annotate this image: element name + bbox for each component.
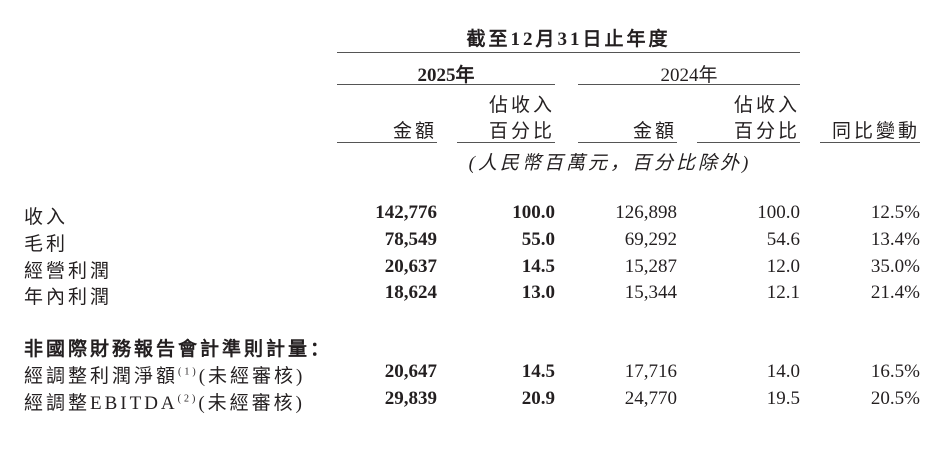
pct-2025: 14.5: [521, 361, 555, 382]
pct-2024: 12.0: [766, 256, 800, 277]
amount-2025: 78,549: [384, 229, 437, 250]
amount-2025: 20,637: [384, 256, 437, 277]
unit-note: (人民幣百萬元，百分比除外): [468, 153, 752, 174]
amount-2024: 15,344: [624, 282, 677, 303]
divider: [337, 142, 437, 143]
amount-2025: 20,647: [384, 361, 437, 382]
row-label: 經調整EBITDA(2)(未經審核): [24, 388, 305, 415]
row-label: 經營利潤: [24, 256, 112, 283]
pct-2025: 13.0: [521, 282, 555, 303]
amount-2024: 24,770: [624, 388, 677, 409]
yoy-change: 13.4%: [870, 229, 920, 250]
amount-2024: 69,292: [624, 229, 677, 250]
amount-2025: 29,839: [384, 388, 437, 409]
label-text: 經調整利潤淨額: [24, 366, 179, 387]
unaudited-note: (未經審核): [198, 366, 306, 387]
pct-2025: 55.0: [521, 229, 555, 250]
yoy-change: 35.0%: [870, 256, 920, 277]
col-pct-2025-l1: 佔收入: [488, 95, 555, 116]
yoy-change: 20.5%: [870, 388, 920, 409]
col-amount-2024: 金額: [632, 121, 677, 142]
amount-2024: 126,898: [615, 202, 677, 223]
label-text: 收入: [24, 207, 69, 228]
year-2025-header: 2025年: [417, 65, 475, 86]
label-text: 經營利潤: [24, 261, 113, 282]
label-text: 經調整EBITDA: [24, 393, 178, 414]
col-yoy: 同比變動: [831, 121, 920, 142]
divider: [578, 84, 800, 85]
unaudited-note: (未經審核): [198, 393, 305, 414]
amount-2024: 15,287: [624, 256, 677, 277]
row-label: 毛利: [24, 229, 68, 256]
yoy-change: 21.4%: [870, 282, 920, 303]
col-amount-2025: 金額: [392, 121, 437, 142]
divider: [337, 84, 555, 85]
divider: [337, 52, 800, 53]
non-ifrs-heading: 非國際財務報告會計準則計量：: [24, 339, 333, 360]
label-text: 年內利潤: [24, 287, 113, 308]
row-label: 收入: [24, 202, 68, 229]
pct-2024: 19.5: [766, 388, 800, 409]
year-2024-header: 2024年: [660, 65, 718, 86]
divider: [697, 142, 800, 143]
footnote-ref: (1): [178, 366, 199, 378]
row-label: 年內利潤: [24, 282, 112, 309]
col-pct-2024-l1: 佔收入: [733, 95, 800, 116]
yoy-change: 12.5%: [870, 202, 920, 223]
amount-2025: 18,624: [384, 282, 437, 303]
divider: [578, 142, 677, 143]
pct-2024: 12.1: [766, 282, 800, 303]
pct-2025: 20.9: [521, 388, 555, 409]
footnote-ref: (2): [177, 393, 199, 405]
period-header: 截至12月31日止年度: [466, 29, 671, 50]
pct-2024: 54.6: [766, 229, 800, 250]
amount-2025: 142,776: [375, 202, 437, 223]
pct-2024: 100.0: [757, 202, 800, 223]
yoy-change: 16.5%: [870, 361, 920, 382]
row-label: 經調整利潤淨額(1)(未經審核): [24, 361, 305, 388]
amount-2024: 17,716: [624, 361, 677, 382]
pct-2025: 100.0: [512, 202, 555, 223]
col-pct-2024-l2: 百分比: [733, 121, 800, 142]
label-text: 毛利: [24, 234, 69, 255]
col-pct-2025-l2: 百分比: [488, 121, 555, 142]
divider: [457, 142, 555, 143]
pct-2024: 14.0: [766, 361, 800, 382]
pct-2025: 14.5: [521, 256, 555, 277]
divider: [820, 142, 920, 143]
